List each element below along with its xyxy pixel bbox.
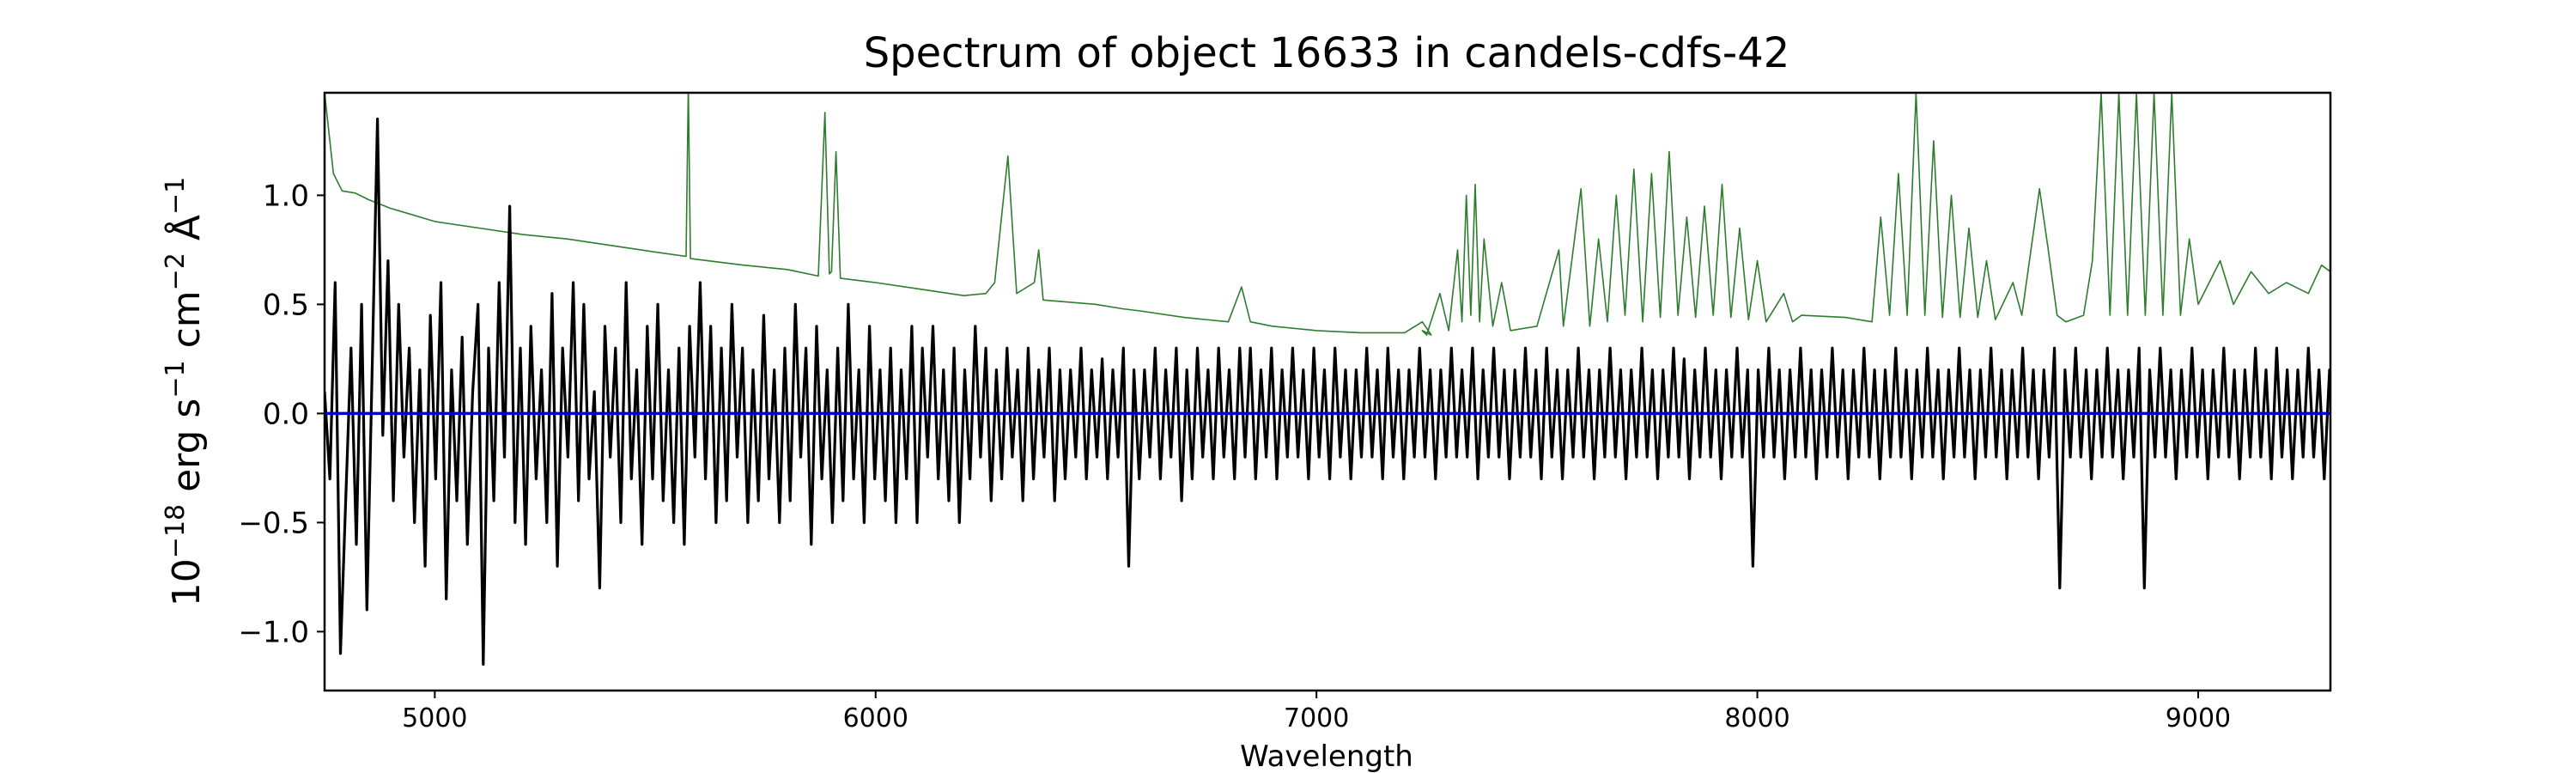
x-axis-label: Wavelength <box>1240 740 1413 773</box>
y-axis-label: 10−18 erg s−1 cm−2 Å−1 <box>161 177 209 606</box>
y-tick-label: −1.0 <box>238 615 309 649</box>
x-axis: 5000 6000 7000 8000 9000 <box>402 691 2231 733</box>
y-tick-label: 0.5 <box>263 288 309 322</box>
x-tick-label: 9000 <box>2166 703 2231 733</box>
y-tick-label: 0.0 <box>263 397 309 431</box>
y-label-exp4: −1 <box>161 177 191 215</box>
y-axis: −1.0 −0.5 0.0 0.5 1.0 <box>238 179 325 649</box>
y-label-mid1: erg s <box>165 399 209 504</box>
x-tick-label: 6000 <box>843 703 908 733</box>
y-label-exp1: −18 <box>161 504 191 558</box>
y-label-exp3: −2 <box>161 253 191 290</box>
error-series-line <box>325 93 2330 336</box>
plot-frame <box>323 91 2332 692</box>
chart-title: Spectrum of object 16633 in candels-cdfs… <box>864 29 1790 77</box>
x-tick-label: 7000 <box>1284 703 1349 733</box>
y-tick-label: −0.5 <box>238 506 309 540</box>
y-label-mid2: cm <box>165 290 209 360</box>
x-tick-label: 8000 <box>1724 703 1789 733</box>
flux-series-line <box>325 117 2330 666</box>
y-label-prefix: 10 <box>165 558 209 606</box>
x-tick-label: 5000 <box>402 703 467 733</box>
y-label-exp2: −1 <box>161 360 191 398</box>
y-label-mid3: Å <box>163 215 209 253</box>
y-tick-label: 1.0 <box>263 179 309 213</box>
